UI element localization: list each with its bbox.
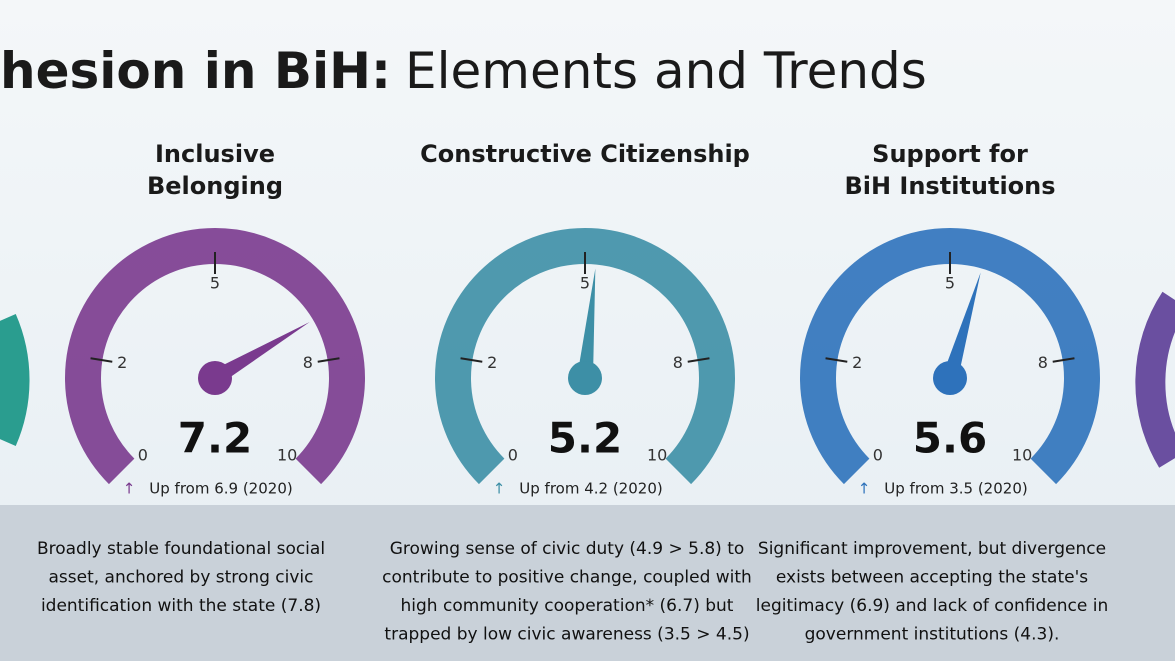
gauge-title: Constructive Citizenship bbox=[420, 140, 750, 168]
title-bold: hesion in BiH: bbox=[0, 42, 391, 100]
tick-label: 8 bbox=[303, 353, 313, 372]
change-arrow: ↑ bbox=[493, 480, 506, 498]
gauge-title: BiH Institutions bbox=[844, 172, 1055, 200]
gauge-value: 7.2 bbox=[178, 414, 252, 463]
gauge-arc bbox=[65, 228, 365, 485]
needle-hub bbox=[568, 361, 602, 395]
change-arrow: ↑ bbox=[123, 480, 136, 498]
tick-label: 8 bbox=[673, 353, 683, 372]
change-arrow: ↑ bbox=[858, 480, 871, 498]
tick-mark bbox=[90, 357, 113, 363]
description-line: asset, anchored by strong civic bbox=[48, 568, 313, 588]
tick-label: 5 bbox=[210, 274, 220, 293]
tick-label: 8 bbox=[1038, 353, 1048, 372]
description-line: trapped by low civic awareness (3.5 > 4.… bbox=[384, 625, 749, 645]
gauge-value: 5.6 bbox=[913, 414, 987, 463]
gauge-title: Inclusive bbox=[155, 140, 275, 168]
description-band bbox=[0, 505, 1175, 661]
gauge-arc bbox=[435, 228, 735, 485]
description-line: legitimacy (6.9) and lack of confidence … bbox=[756, 596, 1108, 616]
description-line: exists between accepting the state's bbox=[776, 568, 1088, 588]
tick-label: 0 bbox=[508, 446, 518, 465]
tick-label: 2 bbox=[852, 353, 862, 372]
gauge-title: Support for bbox=[872, 140, 1028, 168]
cropped-gauge-right bbox=[1135, 291, 1175, 468]
needle bbox=[577, 268, 596, 379]
tick-label: 10 bbox=[277, 446, 297, 465]
needle-hub bbox=[198, 361, 232, 395]
description-line: Broadly stable foundational social bbox=[37, 539, 325, 559]
tick-mark bbox=[825, 357, 848, 363]
change-note: Up from 3.5 (2020) bbox=[884, 480, 1027, 498]
tick-label: 5 bbox=[580, 274, 590, 293]
tick-mark bbox=[687, 357, 710, 363]
description-line: contribute to positive change, coupled w… bbox=[382, 568, 752, 588]
tick-label: 0 bbox=[138, 446, 148, 465]
tick-label: 10 bbox=[647, 446, 667, 465]
page-title: hesion in BiH: Elements and Trends bbox=[0, 42, 927, 100]
description-line: Growing sense of civic duty (4.9 > 5.8) … bbox=[390, 539, 745, 559]
tick-label: 10 bbox=[1012, 446, 1032, 465]
gauge-value: 5.2 bbox=[548, 414, 622, 463]
gauge-arc bbox=[800, 228, 1100, 485]
change-note: Up from 4.2 (2020) bbox=[519, 480, 662, 498]
needle bbox=[942, 272, 981, 381]
description-line: Significant improvement, but divergence bbox=[758, 539, 1106, 559]
needle bbox=[210, 322, 310, 385]
tick-mark bbox=[460, 357, 483, 363]
cropped-gauge-left bbox=[0, 314, 30, 446]
gauge-title: Belonging bbox=[147, 172, 283, 200]
description-line: identification with the state (7.8) bbox=[41, 596, 321, 616]
tick-label: 2 bbox=[487, 353, 497, 372]
tick-mark bbox=[317, 357, 340, 363]
title-light: Elements and Trends bbox=[405, 42, 927, 100]
tick-label: 2 bbox=[117, 353, 127, 372]
description-line: high community cooperation* (6.7) but bbox=[401, 596, 734, 616]
description-line: government institutions (4.3). bbox=[805, 625, 1060, 645]
tick-mark bbox=[1052, 357, 1075, 363]
change-note: Up from 6.9 (2020) bbox=[149, 480, 292, 498]
tick-label: 5 bbox=[945, 274, 955, 293]
needle-hub bbox=[933, 361, 967, 395]
tick-label: 0 bbox=[873, 446, 883, 465]
